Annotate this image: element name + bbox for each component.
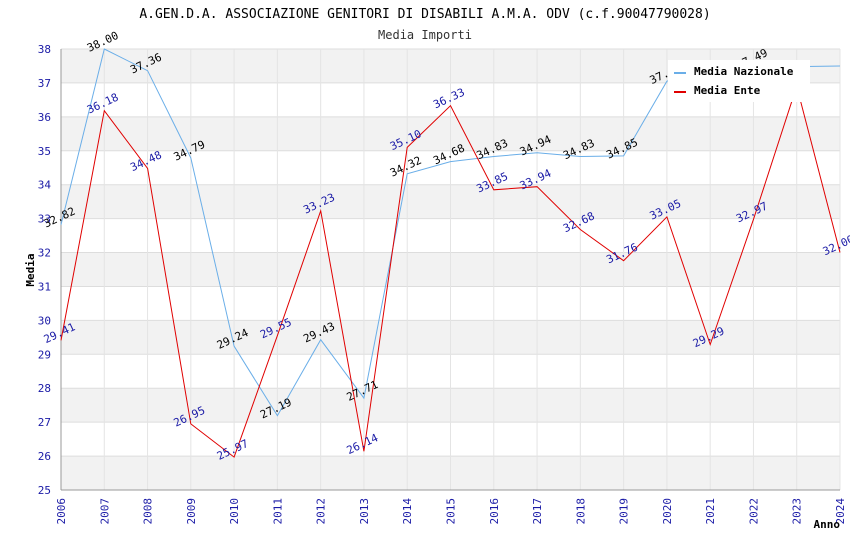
- y-tick-label: 34: [38, 179, 52, 192]
- axes: 25 26 27 28 29 30 31 32 33 34 35 36 37 38 2006 2007 2008…: [38, 43, 847, 525]
- y-axis-label: Media: [24, 253, 37, 286]
- legend-label-ente: Media Ente: [694, 84, 761, 97]
- y-tick-label: 37: [38, 77, 51, 90]
- y-tick-label: 27: [38, 416, 51, 429]
- x-axis-label: Anno: [814, 518, 841, 531]
- x-tick-label: 2020: [661, 498, 674, 525]
- x-tick-label: 2011: [271, 498, 284, 525]
- data-label-ente: 36.18: [85, 91, 121, 117]
- y-tick-label: 36: [38, 111, 51, 124]
- y-tick-label: 30: [38, 314, 51, 327]
- x-tick-label: 2021: [704, 498, 717, 525]
- legend: Media Nazionale Media Ente: [668, 60, 810, 102]
- x-tick-label: 2022: [747, 498, 760, 525]
- x-tick-label: 2007: [98, 498, 111, 525]
- x-tick-label: 2012: [315, 498, 328, 525]
- legend-label-nazionale: Media Nazionale: [694, 65, 794, 78]
- x-tick-label: 2017: [531, 498, 544, 525]
- series-line-media-ente: [60, 84, 841, 458]
- y-tick-label: 35: [38, 145, 51, 158]
- y-tick-label: 38: [38, 43, 51, 56]
- x-tick-label: 2023: [791, 498, 804, 525]
- x-tick-label: 2014: [401, 498, 414, 525]
- y-tick-label: 29: [38, 348, 51, 361]
- x-tick-label: 2006: [55, 498, 68, 525]
- x-tick-label: 2016: [488, 498, 501, 525]
- chart-subtitle: Media Importi: [378, 28, 472, 42]
- y-tick-label: 28: [38, 382, 51, 395]
- y-tick-label: 32: [38, 247, 51, 260]
- x-tick-label: 2018: [574, 498, 587, 525]
- data-label-ente: 26.14: [345, 431, 381, 457]
- x-tick-label: 2008: [142, 498, 155, 525]
- y-tick-label: 25: [38, 484, 51, 497]
- y-tick-label: 26: [38, 450, 51, 463]
- x-tick-label: 2009: [185, 498, 198, 525]
- chart-title: A.GEN.D.A. ASSOCIAZIONE GENITORI DI DISA…: [139, 7, 710, 22]
- y-tick-label: 31: [38, 280, 51, 293]
- legend-background: [668, 60, 810, 102]
- x-tick-label: 2019: [618, 498, 631, 525]
- x-tick-label: 2024: [834, 498, 847, 525]
- x-tick-label: 2015: [445, 498, 458, 525]
- x-tick-label: 2010: [228, 498, 241, 525]
- data-label-nazionale: 32.82: [42, 205, 78, 231]
- data-label-ente: 34.48: [128, 148, 164, 174]
- y-tick-label: 33: [38, 213, 51, 226]
- x-tick-label: 2013: [358, 498, 371, 525]
